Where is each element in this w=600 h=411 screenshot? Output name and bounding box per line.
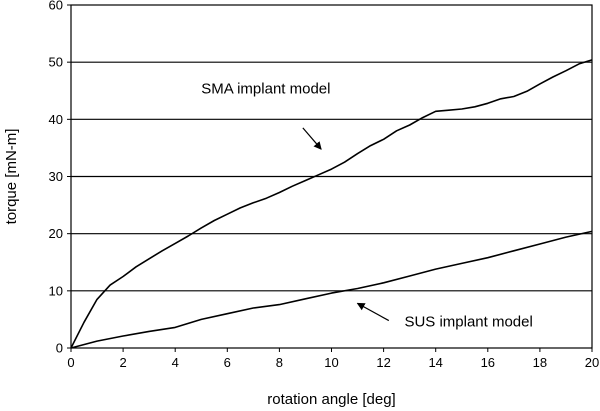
y-tick-label-40: 40	[49, 112, 63, 127]
x-tick-label-12: 12	[376, 355, 390, 370]
x-tick-label-2: 2	[119, 355, 126, 370]
annotation-label-sus: SUS implant model	[404, 313, 532, 330]
y-tick-label-10: 10	[49, 283, 63, 298]
x-tick-label-8: 8	[276, 355, 283, 370]
annotation-arrow-sus	[356, 302, 390, 322]
x-tick-label-0: 0	[67, 355, 74, 370]
x-tick-label-10: 10	[324, 355, 338, 370]
x-tick-label-20: 20	[585, 355, 599, 370]
series-lines	[70, 59, 593, 349]
tick-labels: 0 2 4 6 8 10 12 14 16 18 20 0 10 20 30 40 50 60	[49, 0, 600, 370]
series-line-sma	[70, 59, 593, 349]
y-tick-label-20: 20	[49, 226, 63, 241]
x-tick-label-16: 16	[481, 355, 495, 370]
gridlines	[71, 61, 592, 292]
x-tick-label-4: 4	[172, 355, 179, 370]
y-tick-label-30: 30	[49, 169, 63, 184]
annotation-arrow-sma	[302, 127, 322, 150]
y-tick-label-50: 50	[49, 55, 63, 70]
x-tick-label-18: 18	[533, 355, 547, 370]
x-tick-label-6: 6	[224, 355, 231, 370]
y-tick-label-60: 60	[49, 0, 63, 13]
plot-frame	[67, 4, 593, 352]
y-axis-label: torque [mN-m]	[3, 129, 20, 225]
annotation-label-sma: SMA implant model	[201, 81, 330, 98]
annotations: SMA implant model SUS implant model	[201, 81, 533, 331]
x-axis-label: rotation angle [deg]	[267, 391, 395, 408]
y-tick-label-0: 0	[56, 341, 63, 356]
series-line-sus	[70, 230, 593, 349]
x-tick-label-14: 14	[428, 355, 442, 370]
